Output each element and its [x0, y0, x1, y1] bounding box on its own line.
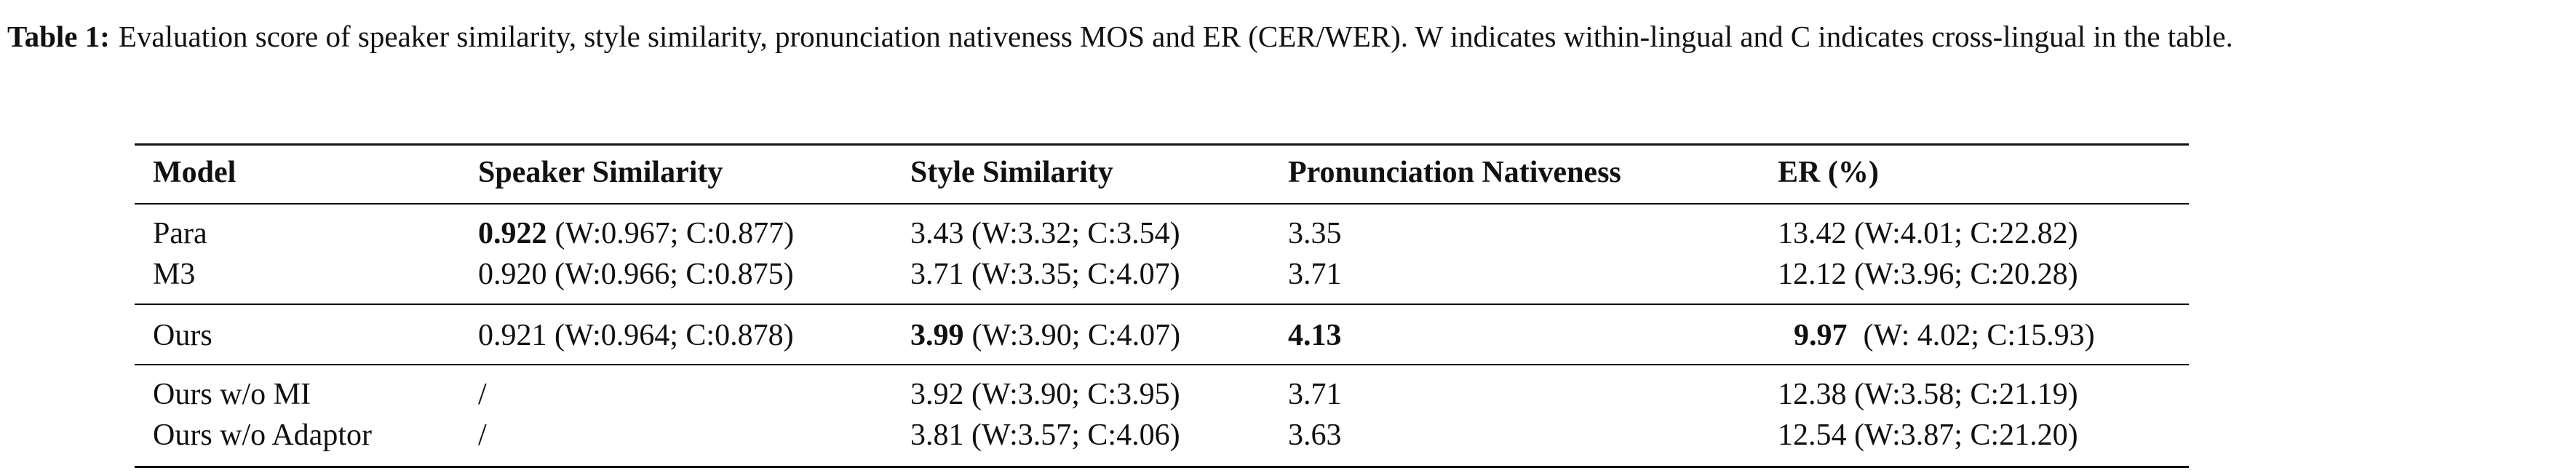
caption-label: Table 1: — [7, 20, 110, 53]
table-cell: 13.42 (W:4.01; C:22.82) — [1778, 217, 2078, 250]
table-cell: Ours w/o MI — [153, 378, 311, 411]
table-cell: 3.71 (W:3.35; C:4.07) — [910, 258, 1180, 291]
header-cell: Model — [153, 156, 236, 189]
bold-value: 0.922 — [478, 217, 547, 250]
caption: Table 1: Evaluation score of speaker simi… — [7, 16, 2569, 57]
bold-value: 9.97 — [1794, 319, 1848, 352]
header-cell: ER (%) — [1778, 156, 1879, 189]
table-cell: 3.35 — [1288, 217, 1342, 250]
table-cell: 3.92 (W:3.90; C:3.95) — [910, 378, 1180, 411]
rule — [135, 364, 2189, 365]
header-cell: Style Similarity — [910, 156, 1113, 189]
bold-value: 3.99 — [910, 319, 964, 352]
value-detail: (W: 4.02; C:15.93) — [1863, 319, 2095, 352]
table-cell: 3.71 — [1288, 378, 1342, 411]
table-cell: 0.921 (W:0.964; C:0.878) — [478, 319, 794, 352]
rule — [135, 203, 2189, 205]
table-cell: Ours — [153, 319, 212, 352]
value-detail: (W:3.90; C:4.07) — [971, 319, 1181, 352]
table-cell: / — [478, 419, 487, 452]
table-cell: 3.63 — [1288, 419, 1342, 452]
table-cell: Ours w/o Adaptor — [153, 419, 372, 452]
table-cell: Para — [153, 217, 207, 250]
rule — [135, 143, 2189, 146]
table-cell: 9.97 (W: 4.02; C:15.93) — [1794, 317, 2095, 354]
table-cell: 12.54 (W:3.87; C:21.20) — [1778, 419, 2078, 452]
table-cell: 3.99 (W:3.90; C:4.07) — [910, 317, 1180, 354]
table-cell: 0.922 (W:0.967; C:0.877) — [478, 215, 794, 252]
value-detail: (W:0.967; C:0.877) — [554, 217, 795, 250]
bold-value: 4.13 — [1288, 319, 1342, 352]
table-cell: M3 — [153, 258, 196, 291]
table-cell: 3.81 (W:3.57; C:4.06) — [910, 419, 1180, 452]
rule — [135, 466, 2189, 468]
table-cell: 3.71 — [1288, 258, 1342, 291]
caption-text: Evaluation score of speaker similarity, … — [118, 20, 2233, 53]
header-cell: Pronunciation Nativeness — [1288, 156, 1621, 189]
table-cell: / — [478, 378, 487, 411]
header-cell: Speaker Similarity — [478, 156, 723, 189]
table-cell: 4.13 — [1288, 317, 1342, 354]
table-cell: 3.43 (W:3.32; C:3.54) — [910, 217, 1180, 250]
table-cell: 0.920 (W:0.966; C:0.875) — [478, 258, 794, 291]
table-cell: 12.38 (W:3.58; C:21.19) — [1778, 378, 2078, 411]
table-cell: 12.12 (W:3.96; C:20.28) — [1778, 258, 2078, 291]
rule — [135, 304, 2189, 305]
